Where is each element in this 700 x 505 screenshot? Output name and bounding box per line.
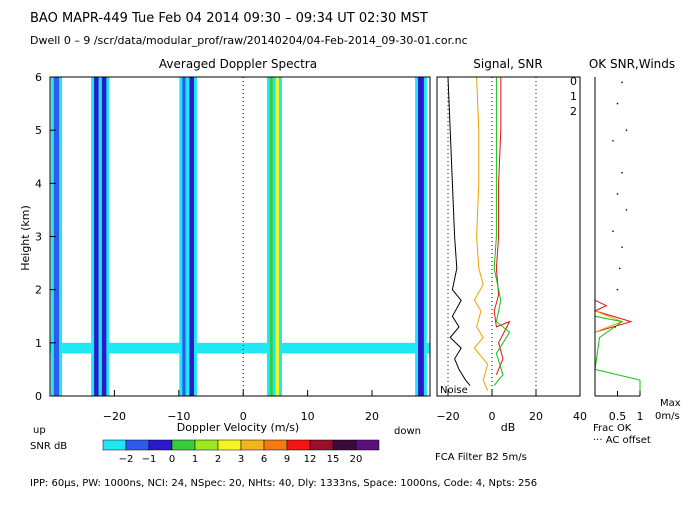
signal-snr-panel: Signal, SNR −20 0 20 40 dB Noise xyxy=(436,57,587,434)
frac-ok-label: Frac OK xyxy=(593,423,632,434)
frac-ok-series-2 xyxy=(594,77,641,396)
colorbar-swatch xyxy=(240,439,265,451)
spectra-x-tick-label: −20 xyxy=(103,410,126,423)
colorbar-swatch xyxy=(286,439,311,451)
noise-label: Noise xyxy=(440,385,468,396)
colorbar-tick-label: 3 xyxy=(238,454,244,465)
footer-params: IPP: 60µs, PW: 1000ns, NCI: 24, NSpec: 2… xyxy=(30,478,537,489)
header-line-1: BAO MAPR-449 Tue Feb 04 2014 09:30 – 09:… xyxy=(30,11,428,26)
colorbar-swatch xyxy=(309,439,334,451)
winds-title: OK SNR,Winds xyxy=(589,57,675,71)
colorbar-tick-label: 20 xyxy=(350,454,363,465)
snr-frame xyxy=(436,76,581,397)
colorbar-swatch xyxy=(125,439,150,451)
spectra-y-tick-label: 4 xyxy=(35,177,42,190)
winds-legend-2: 2 xyxy=(570,105,577,118)
spectra-band-2 xyxy=(101,77,107,396)
colorbar-tick-label: 0 xyxy=(169,454,175,465)
snr-x-tick-label: 20 xyxy=(529,410,543,423)
ac-offset-dot xyxy=(616,102,619,105)
spectra-x-tick-label: 20 xyxy=(365,410,379,423)
spectra-title: Averaged Doppler Spectra xyxy=(159,57,317,71)
ac-offset-dot xyxy=(625,209,628,211)
up-label: up xyxy=(33,425,46,436)
baseline-band xyxy=(50,342,430,354)
colorbar-tick-label: 1 xyxy=(192,454,198,465)
snr-series-3 xyxy=(493,77,511,386)
spectra-band-0 xyxy=(53,77,60,396)
snr-x-tick-label: 40 xyxy=(573,410,587,423)
frac-ok-series-0 xyxy=(593,77,633,396)
winds-legend-1: 1 xyxy=(570,90,577,103)
ac-offset-dot xyxy=(612,140,614,142)
winds-legend-0: 0 xyxy=(570,75,577,88)
spectra-panel: Averaged Doppler Spectra −20 −10 0 10 20 0 1 2 3… xyxy=(19,57,431,437)
spectra-y-tick-label: 5 xyxy=(35,124,42,137)
spectra-x-label: Doppler Velocity (m/s) xyxy=(177,421,299,434)
down-label: down xyxy=(394,426,421,437)
colorbar-swatch xyxy=(148,439,173,451)
colorbar-swatch xyxy=(171,439,196,451)
colorbar-tick-label: 15 xyxy=(327,454,340,465)
ac-offset-dot xyxy=(612,230,614,232)
colorbar: SNR dB −2 −1 0 1 2 3 6 9 12 15 20 xyxy=(30,439,380,465)
spectra-x-tick-label: 10 xyxy=(301,410,315,423)
spectra-band-7 xyxy=(418,77,424,396)
colorbar-tick-label: −1 xyxy=(142,454,157,465)
colorbar-swatch xyxy=(355,439,380,451)
spectra-y-label: Height (km) xyxy=(19,205,32,271)
filter-label: FCA Filter B2 5m/s xyxy=(435,452,527,463)
snr-series-0 xyxy=(447,76,471,386)
winds-x-tick-label: 0.5 xyxy=(609,410,627,423)
max-label: Max xyxy=(660,398,681,409)
snr-x-tick-label: 0 xyxy=(489,410,496,423)
ok-snr-winds-panel: OK SNR,Winds 0 1 2 0.5 1 Frac OK ··· AC off… xyxy=(570,57,681,446)
spectra-y-tick-label: 2 xyxy=(35,284,42,297)
spectra-y-tick-label: 6 xyxy=(35,71,42,84)
ac-offset-dot xyxy=(618,267,621,270)
spectra-band-3 xyxy=(182,77,186,396)
snr-x-label: dB xyxy=(501,421,516,434)
colorbar-swatch xyxy=(102,439,127,451)
snr-x-tick-label: −20 xyxy=(436,410,459,423)
colorbar-tick-label: 12 xyxy=(304,454,317,465)
spectra-band-4 xyxy=(189,77,194,396)
colorbar-swatch xyxy=(217,439,242,451)
max-speed-label: 0m/s xyxy=(655,411,680,422)
ac-offset-label: ··· AC offset xyxy=(593,435,651,446)
ac-offset-dot xyxy=(621,81,623,84)
snr-series-2 xyxy=(493,77,511,375)
header-line-2: Dwell 0 – 9 /scr/data/modular_prof/raw/2… xyxy=(30,34,468,47)
spectra-band-1 xyxy=(94,77,99,396)
colorbar-swatch xyxy=(332,439,357,451)
ac-offset-dot xyxy=(614,326,617,328)
spectra-y-tick-label: 0 xyxy=(35,390,42,403)
colorbar-tick-label: 6 xyxy=(261,454,267,465)
ac-offset-dot xyxy=(616,288,619,291)
spectra-y-tick-label: 3 xyxy=(35,231,42,244)
ac-offset-dot xyxy=(621,171,623,174)
colorbar-tick-label: 9 xyxy=(284,454,290,465)
colorbar-swatch xyxy=(194,439,219,451)
winds-x-tick-label: 1 xyxy=(637,410,644,423)
colorbar-tick-label: −2 xyxy=(119,454,134,465)
spectra-y-tick-label: 1 xyxy=(35,337,42,350)
spectra-band-6 xyxy=(275,77,279,396)
colorbar-tick-label: 2 xyxy=(215,454,221,465)
ac-offset-dot xyxy=(616,193,619,195)
frac-ok-series-1 xyxy=(594,77,624,396)
colorbar-label: SNR dB xyxy=(30,441,67,452)
ac-offset-dot xyxy=(625,129,628,131)
colorbar-swatch xyxy=(263,439,288,451)
spectra-x-tick-label: −10 xyxy=(167,410,190,423)
spectra-x-tick-label: 0 xyxy=(240,410,247,423)
ac-offset-dot xyxy=(621,246,623,248)
snr-series-1 xyxy=(473,76,489,391)
snr-title: Signal, SNR xyxy=(473,57,542,71)
